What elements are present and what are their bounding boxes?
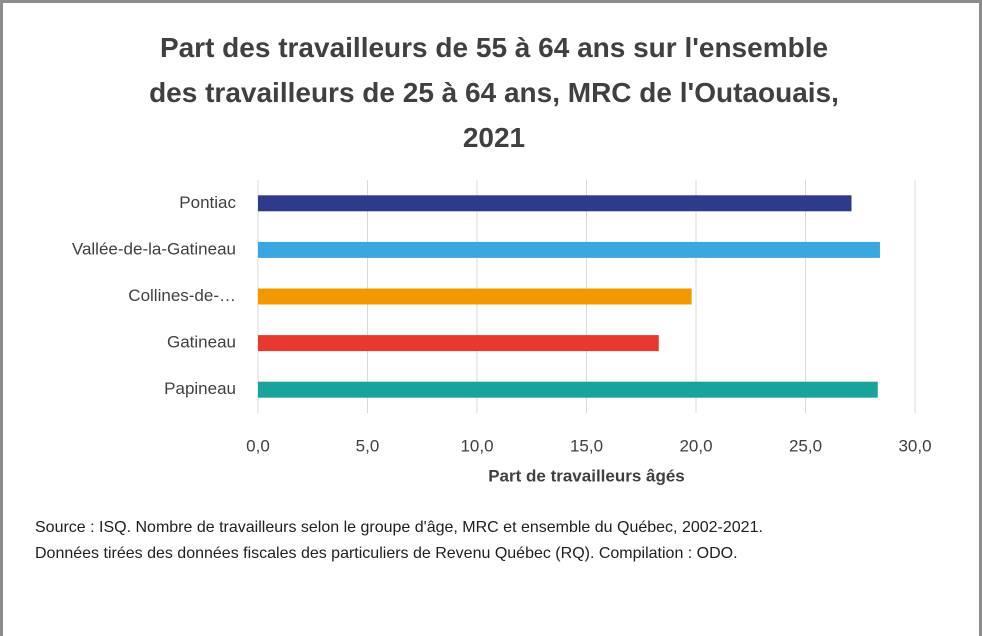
source-note: Source : ISQ. Nombre de travailleurs sel…: [35, 519, 763, 562]
x-tick-label: 5,0: [356, 436, 380, 455]
bar: [258, 381, 878, 398]
bar: [258, 288, 692, 305]
bar: [258, 241, 880, 258]
x-tick-label: 10,0: [460, 436, 493, 455]
x-tick-label: 0,0: [246, 436, 270, 455]
bar: [258, 195, 852, 212]
bar: [258, 335, 659, 352]
x-tick-label: 20,0: [679, 436, 712, 455]
chart-title: Part des travailleurs de 55 à 64 ans sur…: [149, 32, 839, 153]
x-tick-label: 15,0: [570, 436, 603, 455]
y-tick-label: Vallée-de-la-Gatineau: [72, 239, 236, 258]
y-tick-label: Pontiac: [179, 193, 236, 212]
x-tick-label: 30,0: [898, 436, 931, 455]
x-axis-title: Part de travailleurs âgés: [488, 466, 685, 485]
chart: 0,0 5,0 10,0 15,0 20,0 25,0 30,0 Part de travai…: [72, 180, 932, 485]
x-tick-label: 25,0: [789, 436, 822, 455]
y-tick-label: Gatineau: [167, 333, 236, 352]
y-tick-label: Collines-de-…: [128, 286, 236, 305]
y-tick-label: Papineau: [164, 379, 236, 398]
